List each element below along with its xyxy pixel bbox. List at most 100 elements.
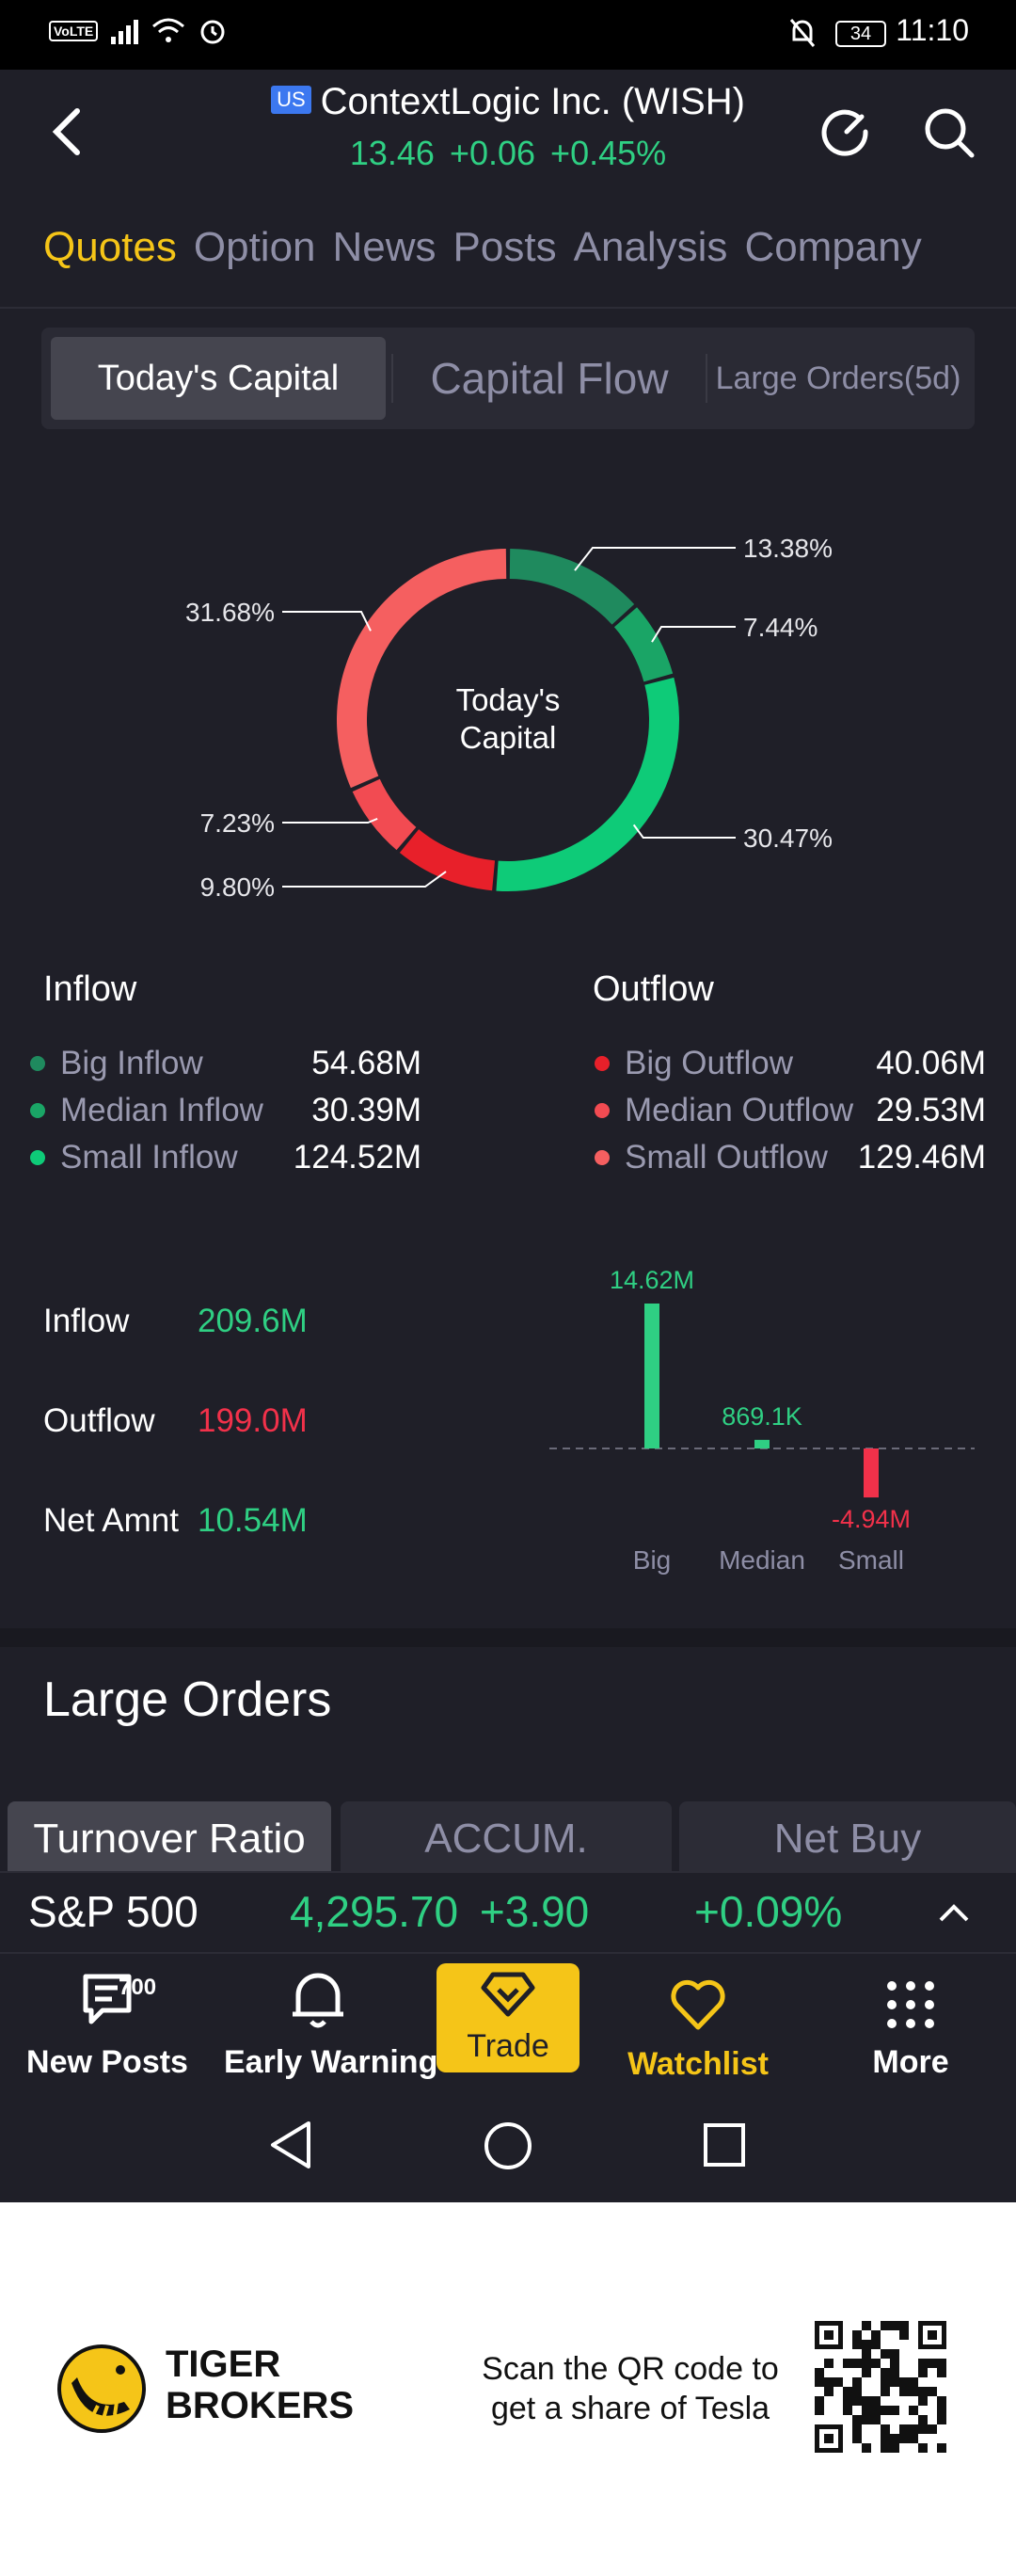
qr-module [881,2377,890,2387]
qr-module [890,2443,899,2453]
qr-module [937,2415,946,2424]
qr-module [918,2387,928,2396]
qr-module [881,2424,890,2434]
qr-module [909,2406,918,2415]
qr-module [928,2359,937,2368]
segment-capital-flow[interactable]: Capital Flow [430,354,669,403]
net-bar-big [644,1304,659,1448]
scan-line-2: get a share of Tesla [490,2391,770,2426]
tab-accum[interactable]: ACCUM. [341,1801,672,1877]
qr-module [843,2359,852,2368]
qr-module [937,2396,946,2406]
qr-module [852,2359,862,2368]
donut-leader-line [651,626,736,643]
index-ticker-bar[interactable]: S&P 500 4,295.70 +3.90 +0.09% [0,1871,1016,1954]
qr-module [890,2349,899,2359]
qr-module [815,2377,824,2387]
back-triangle-icon[interactable] [267,2118,314,2172]
qr-module [862,2321,871,2330]
donut-leader-line [282,611,372,632]
qr-module [909,2377,918,2387]
qr-module [862,2349,871,2359]
volte-icon: VoLTE [49,21,99,41]
market-badge: US [271,86,311,114]
qr-module [918,2368,928,2377]
tab-news[interactable]: News [332,224,437,270]
qr-module [862,2443,871,2453]
nav-more[interactable]: More [817,1958,1005,2081]
nav-watchlist[interactable]: Watchlist [604,1958,792,2083]
qr-module [899,2434,909,2443]
chevron-up-icon[interactable] [937,1901,971,1924]
posts-count-badge: 700 [119,1975,157,2000]
nav-early-warning[interactable]: Early Warning [224,1958,437,2081]
donut-percent-label: 30.47% [743,824,833,853]
recents-square-icon[interactable] [702,2121,747,2168]
tab-turnover-ratio[interactable]: Turnover Ratio [8,1801,331,1877]
trade-button[interactable]: Trade [437,1963,579,2072]
alarm-icon [200,20,225,44]
inflow-title: Inflow [43,969,137,1009]
qr-module [918,2415,928,2424]
segment-large-orders[interactable]: Large Orders(5d) [715,360,961,396]
qr-finder-core [928,2330,937,2340]
qr-module [890,2377,899,2387]
donut-percent-label: 7.23% [200,808,275,838]
donut-leader-line [282,871,447,888]
segment-todays-capital[interactable]: Today's Capital [51,337,386,420]
tab-quotes[interactable]: Quotes [43,224,177,270]
battery-indicator: 34 [835,21,886,47]
qr-module [852,2330,862,2340]
donut-leader-line [574,547,736,571]
quick-chart-icon[interactable] [818,105,871,158]
qr-module [862,2396,871,2406]
tab-company[interactable]: Company [744,224,922,270]
small-inflow-row: Small Inflow [30,1139,238,1176]
median-inflow-label: Median Inflow [60,1092,263,1128]
nav-new-posts-label: New Posts [26,2044,188,2080]
donut-percent-label: 13.38% [743,534,833,563]
back-arrow-icon[interactable] [49,105,87,158]
summary-outflow-label: Outflow [43,1402,155,1439]
search-icon[interactable] [922,105,976,160]
qr-module [937,2359,946,2368]
donut-percent-label: 9.80% [200,872,275,902]
qr-module [833,2377,843,2387]
status-left: VoLTE [49,17,227,45]
qr-module [928,2387,937,2396]
home-circle-icon[interactable] [482,2120,534,2172]
summary-net-value: 10.54M [198,1502,308,1539]
qr-module [909,2424,918,2434]
big-inflow-label: Big Inflow [60,1045,203,1081]
wifi-icon [152,18,185,42]
donut-slice-median-inflow [613,607,674,682]
tabs-divider [0,307,1016,309]
tab-analysis[interactable]: Analysis [573,224,728,270]
tab-option[interactable]: Option [193,224,316,270]
net-bar-small [864,1448,879,1498]
brand-line-2: BROKERS [166,2385,355,2426]
qr-module [824,2359,833,2368]
tab-posts[interactable]: Posts [452,224,557,270]
qr-module [909,2387,918,2396]
qr-module [909,2434,918,2443]
tab-net-buy[interactable]: Net Buy [679,1801,1016,1877]
qr-module [871,2396,881,2406]
index-change: +3.90 [479,1887,590,1936]
summary-inflow-label: Inflow [43,1303,130,1339]
qr-module [852,2396,862,2406]
summary-inflow-value: 209.6M [198,1303,308,1339]
qr-module [881,2349,890,2359]
median-outflow-dot [595,1103,610,1118]
qr-module [881,2434,890,2443]
qr-module [871,2359,881,2368]
qr-module [881,2443,890,2453]
qr-module [815,2368,824,2377]
nav-watchlist-label: Watchlist [627,2046,769,2082]
status-bar: VoLTE 34 11:10 [0,0,1016,70]
qr-module [890,2359,899,2368]
qr-module [899,2387,909,2396]
qr-module [918,2443,928,2453]
nav-new-posts[interactable]: 700 New Posts [13,1958,201,2081]
qr-module [852,2387,862,2396]
